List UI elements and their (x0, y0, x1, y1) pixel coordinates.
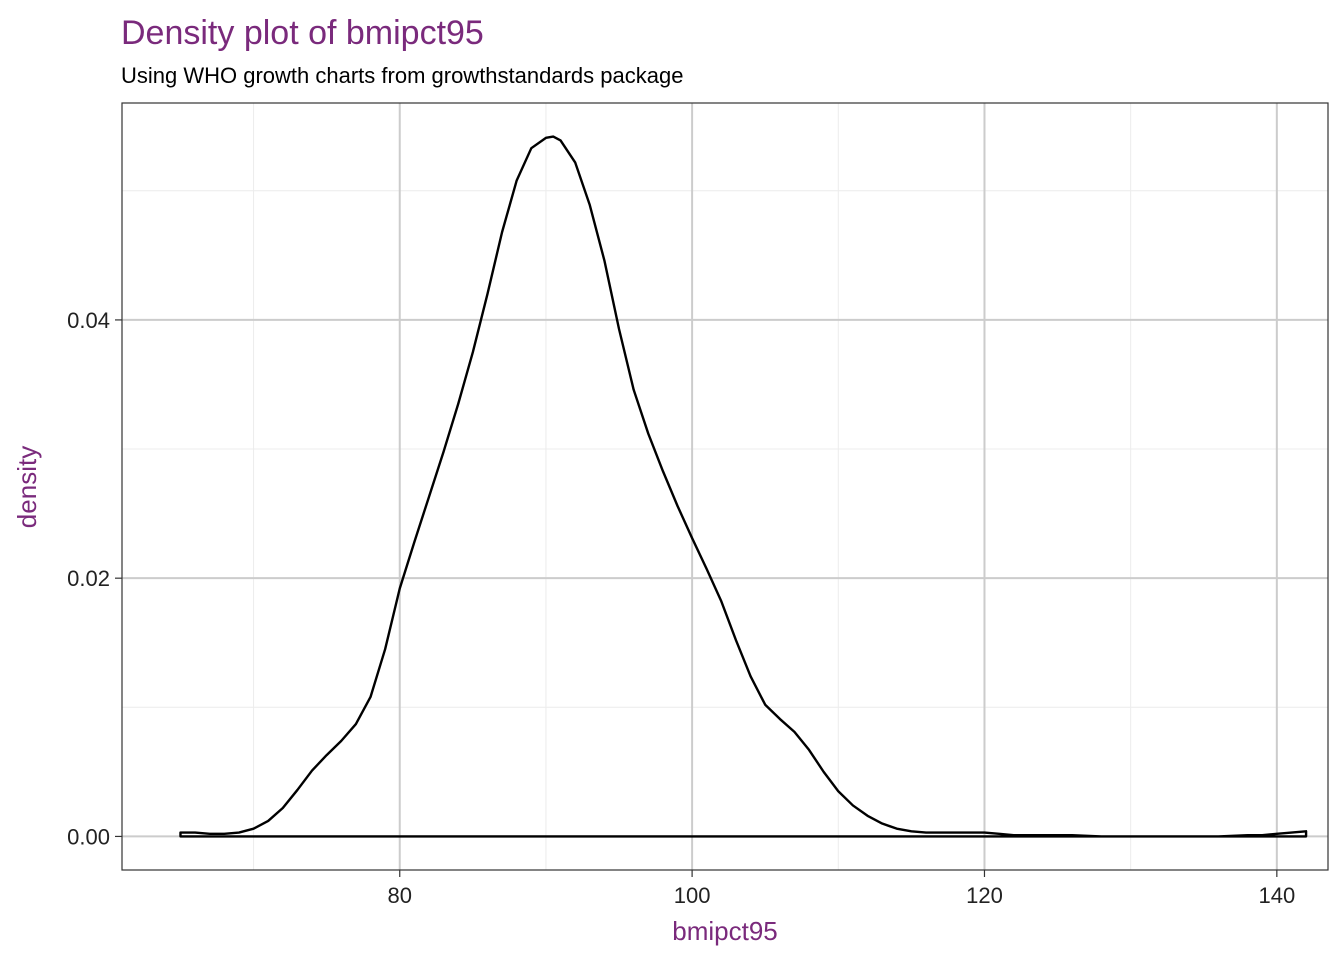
y-tick-label: 0.04 (67, 308, 110, 333)
y-axis: 0.00 0.02 0.04 (67, 308, 122, 849)
major-gridlines (122, 103, 1328, 870)
x-tick-label: 100 (674, 883, 711, 908)
x-tick-label: 140 (1258, 883, 1295, 908)
y-axis-title: density (12, 446, 42, 528)
x-tick-label: 80 (388, 883, 412, 908)
chart-title: Density plot of bmipct95 (121, 14, 484, 52)
chart-subtitle: Using WHO growth charts from growthstand… (121, 63, 683, 88)
density-curve (179, 135, 1308, 838)
minor-gridlines (122, 103, 1328, 870)
panel-border (121, 102, 1329, 871)
x-axis-title: bmipct95 (672, 916, 778, 946)
x-tick-label: 120 (966, 883, 1003, 908)
y-tick-label: 0.00 (67, 824, 110, 849)
x-axis: 80 100 120 140 (388, 870, 1295, 908)
y-tick-label: 0.02 (67, 566, 110, 591)
plot-area (179, 135, 1308, 838)
